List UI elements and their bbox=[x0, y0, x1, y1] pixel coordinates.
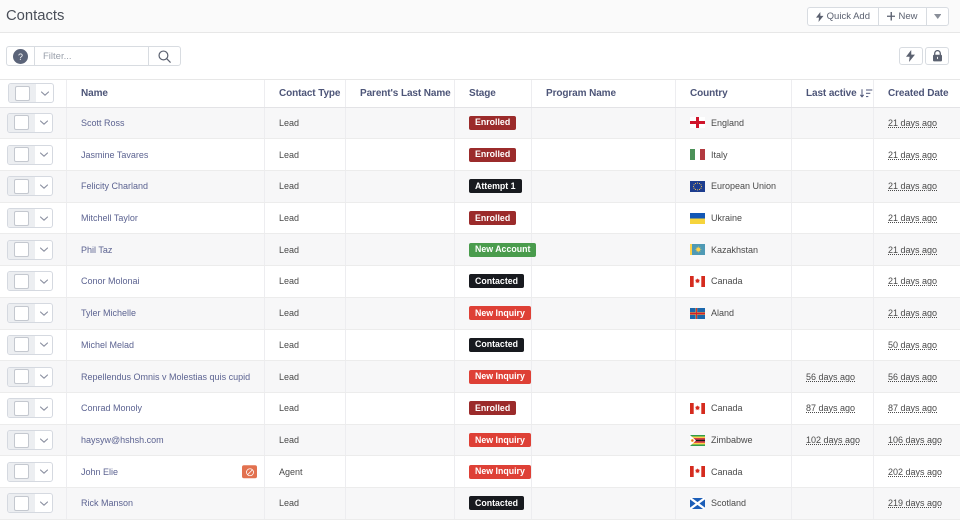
svg-text:?: ? bbox=[18, 51, 23, 61]
